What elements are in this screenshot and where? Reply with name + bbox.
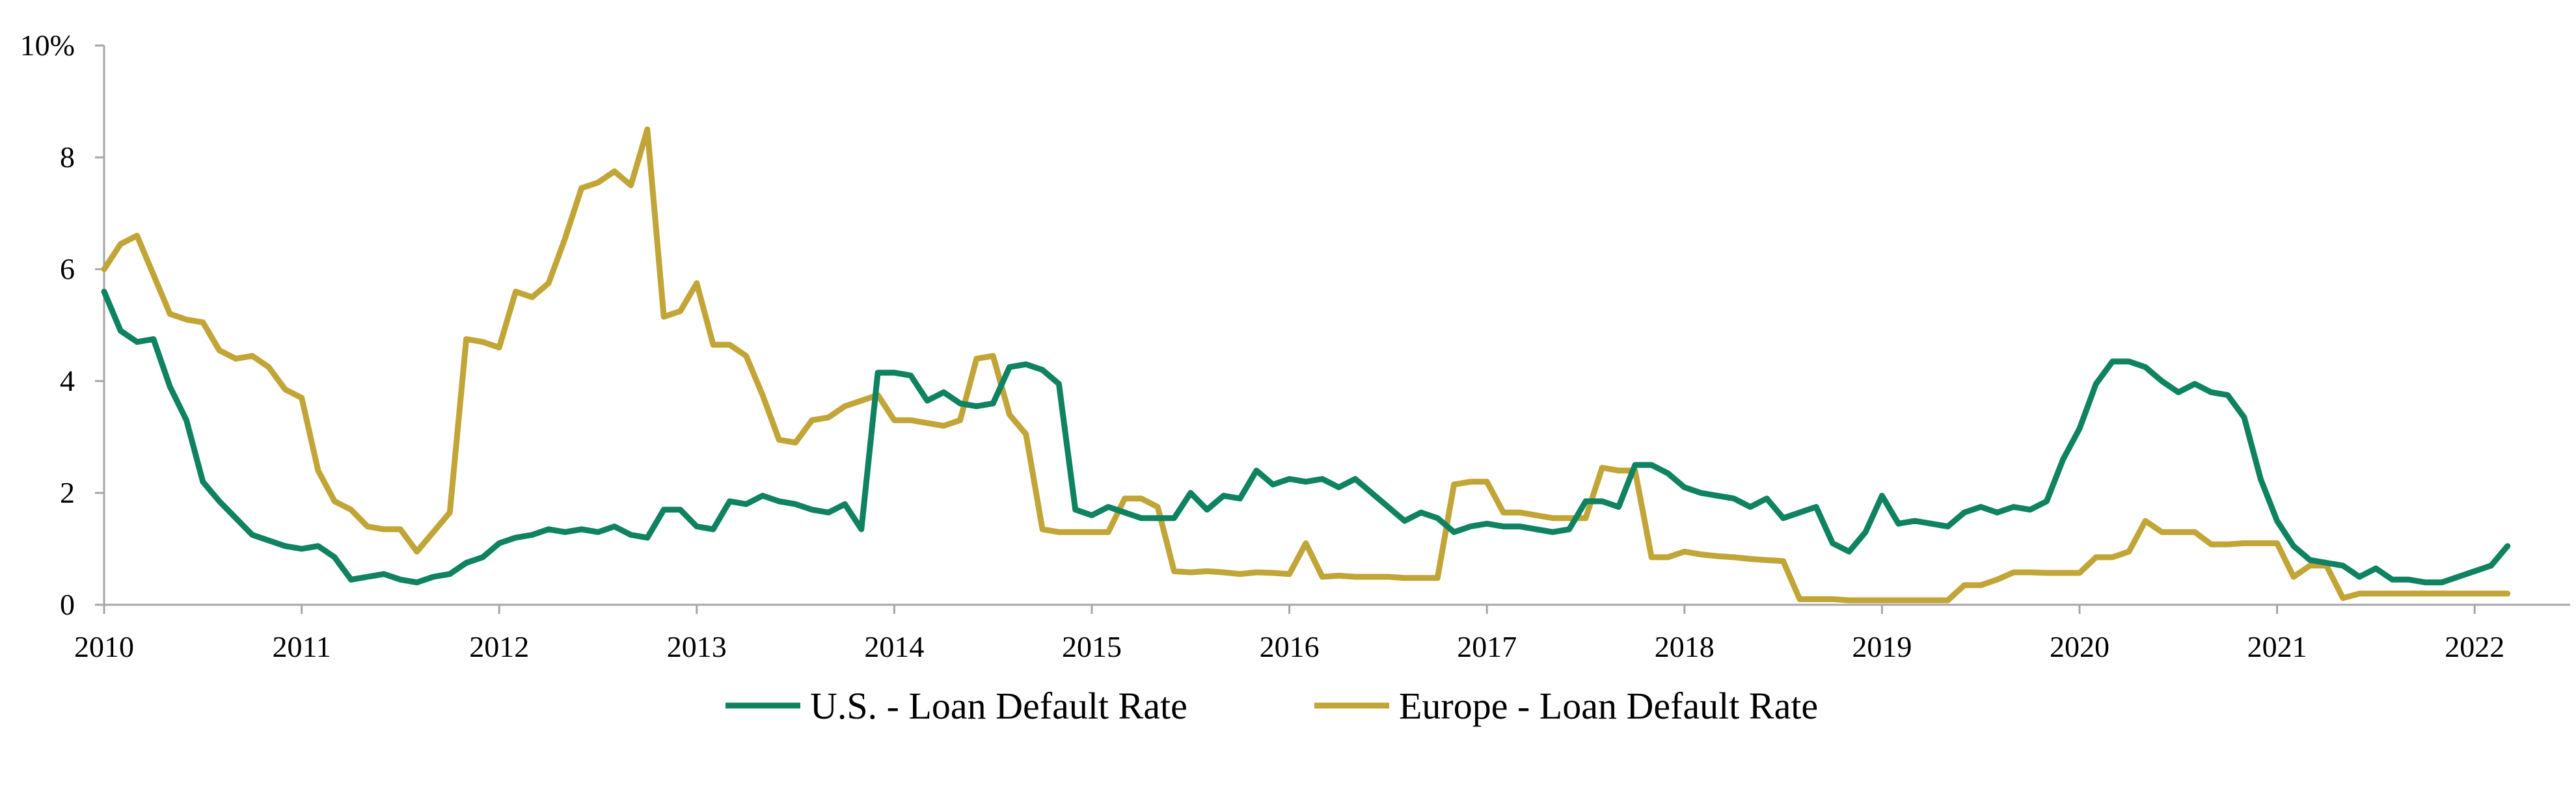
x-tick-label: 2022 [2445, 630, 2504, 663]
legend: U.S. - Loan Default Rate Europe - Loan De… [725, 685, 1818, 727]
x-tick-label: 2015 [1062, 630, 1122, 663]
series-lines [101, 126, 2511, 603]
legend-label-us: U.S. - Loan Default Rate [810, 685, 1187, 727]
x-tick-label: 2021 [2247, 630, 2307, 663]
y-tick-label: 2 [60, 476, 75, 509]
x-tick-label: 2019 [1852, 630, 1912, 663]
series-line-us [101, 288, 2511, 586]
y-tick-label: 4 [60, 364, 75, 397]
y-tick-label: 10% [20, 29, 75, 62]
x-tick-label: 2010 [74, 630, 134, 663]
x-tick-label: 2016 [1260, 630, 1320, 663]
x-tick-label: 2014 [864, 630, 924, 663]
y-tick-label: 8 [60, 140, 75, 174]
y-tick-label: 6 [60, 252, 75, 285]
x-axis-ticks: 2010 2011 2012 2013 2014 2015 2016 2017 2018 2019… [74, 605, 2504, 663]
x-tick-label: 2020 [2050, 630, 2109, 663]
y-axis-ticks: 0 2 4 6 8 10% [20, 29, 104, 621]
series-line-europe [101, 126, 2511, 603]
y-tick-label: 0 [60, 588, 75, 621]
chart-axes [103, 46, 2570, 606]
x-tick-label: 2011 [272, 630, 331, 663]
x-tick-label: 2013 [667, 630, 727, 663]
x-tick-label: 2012 [469, 630, 529, 663]
x-tick-label: 2018 [1655, 630, 1715, 663]
legend-label-europe: Europe - Loan Default Rate [1399, 685, 1818, 727]
x-tick-label: 2017 [1457, 630, 1517, 663]
